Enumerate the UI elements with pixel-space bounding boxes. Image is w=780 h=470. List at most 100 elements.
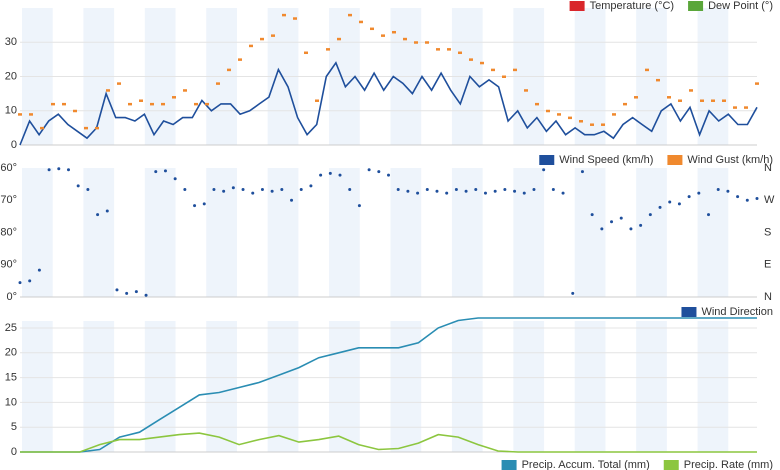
series-dot	[403, 37, 407, 41]
series-dot	[436, 48, 440, 51]
series-dot	[231, 186, 235, 190]
series-dot	[348, 188, 352, 191]
series-dot	[678, 99, 682, 102]
y2-tick-label: W	[764, 194, 775, 206]
series-dot	[326, 48, 330, 51]
series-dot	[18, 113, 22, 116]
y-tick-label: 25	[5, 322, 17, 334]
series-dot	[464, 189, 468, 193]
legend-label: Dew Point (°)	[708, 0, 773, 12]
legend-label: Wind Speed (km/h)	[559, 154, 653, 166]
y-tick-label: 90°	[0, 259, 17, 271]
series-dot	[241, 188, 245, 191]
series-dot	[115, 288, 119, 292]
series-dot	[619, 216, 623, 220]
legend-swatch	[663, 460, 679, 470]
series-dot	[396, 188, 400, 191]
y2-tick-label: S	[764, 226, 771, 238]
series-dot	[299, 188, 303, 191]
series-dot	[222, 189, 226, 193]
series-dot	[359, 20, 363, 24]
series-dot	[271, 34, 275, 37]
series-dot	[249, 44, 253, 48]
series-dot	[212, 188, 216, 191]
series-dot	[483, 191, 487, 195]
series-dot	[571, 291, 575, 295]
series-dot	[29, 113, 33, 116]
series-dot	[86, 188, 90, 191]
hour-band	[390, 168, 422, 297]
series-dot	[532, 188, 536, 191]
series-dot	[95, 126, 99, 130]
series-dot	[194, 102, 198, 106]
series-dot	[309, 184, 313, 188]
series-dot	[387, 173, 390, 177]
series-dot	[707, 213, 711, 217]
series-dot	[493, 189, 497, 193]
series-dot	[173, 177, 177, 181]
series-dot	[656, 78, 660, 82]
series-dot	[205, 102, 209, 106]
series-dot	[381, 34, 385, 37]
series-dot	[733, 106, 737, 109]
series-dot	[590, 213, 594, 217]
hour-band	[390, 321, 422, 452]
series-dot	[270, 189, 274, 193]
series-dot	[755, 82, 759, 85]
series-dot	[18, 281, 22, 285]
series-dot	[28, 279, 32, 283]
series-dot	[580, 170, 584, 174]
series-dot	[348, 13, 352, 17]
series-dot	[37, 268, 41, 272]
series-dot	[293, 17, 297, 20]
series-dot	[425, 188, 429, 191]
series-dot	[745, 198, 749, 202]
y-tick-label: 180°	[0, 226, 17, 238]
hour-band	[574, 321, 606, 452]
series-dot	[551, 188, 555, 191]
hour-band	[574, 168, 606, 297]
y-tick-label: 10	[5, 396, 17, 408]
hour-band	[83, 321, 115, 452]
series-dot	[96, 213, 100, 217]
series-dot	[290, 198, 294, 202]
series-dot	[645, 68, 649, 72]
y-tick-label: 30	[5, 36, 17, 48]
series-dot	[406, 189, 410, 193]
hour-band	[329, 321, 360, 452]
series-dot	[216, 82, 220, 85]
series-dot	[40, 126, 44, 130]
series-dot	[700, 99, 704, 102]
series-dot	[47, 168, 51, 172]
y2-tick-label: E	[764, 259, 771, 271]
legend-swatch	[681, 307, 697, 317]
y-tick-label: 15	[5, 371, 17, 383]
series-dot	[134, 290, 138, 294]
series-dot	[435, 189, 439, 193]
series-dot	[458, 51, 462, 55]
legend-swatch	[667, 155, 683, 165]
series-dot	[183, 188, 187, 191]
series-dot	[260, 188, 264, 191]
hour-band	[451, 321, 483, 452]
series-dot	[144, 293, 148, 297]
series-dot	[117, 82, 121, 85]
series-dot	[561, 191, 565, 195]
series-dot	[491, 68, 495, 72]
series-dot	[106, 89, 110, 92]
series-dot	[689, 89, 693, 92]
series-dot	[590, 123, 594, 126]
series-dot	[238, 58, 242, 61]
series-dot	[337, 37, 341, 41]
hour-band	[636, 168, 667, 297]
series-line	[20, 432, 757, 453]
series-dot	[755, 196, 759, 200]
hour-band	[513, 321, 545, 452]
legend-label: Wind Gust (km/h)	[687, 154, 773, 166]
series-dot	[128, 102, 132, 106]
series-dot	[161, 102, 165, 106]
hour-band	[697, 321, 729, 452]
series-dot	[447, 48, 451, 51]
y-tick-label: 270°	[0, 194, 17, 206]
y-tick-label: 0	[11, 139, 17, 151]
